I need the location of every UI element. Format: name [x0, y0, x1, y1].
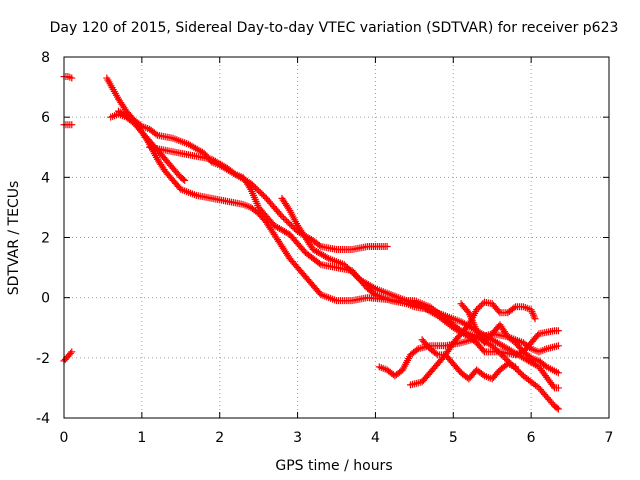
data-point — [261, 193, 269, 201]
data-point — [479, 371, 487, 379]
data-point — [512, 363, 520, 371]
data-point — [181, 176, 189, 184]
data-point — [68, 348, 76, 356]
x-tick-label: 7 — [605, 430, 614, 446]
data-point — [495, 307, 503, 315]
data-point — [278, 212, 286, 220]
data-point — [66, 349, 74, 357]
y-tick-label: 2 — [41, 231, 50, 247]
data-point — [383, 243, 391, 251]
data-point — [347, 267, 355, 275]
data-point — [474, 304, 482, 312]
data-points — [60, 73, 562, 413]
data-point — [323, 254, 331, 262]
data-point — [342, 262, 350, 270]
data-point — [553, 404, 561, 412]
data-point — [315, 259, 323, 267]
data-point — [315, 241, 323, 249]
data-point — [541, 362, 549, 370]
data-point — [179, 175, 187, 183]
data-point — [253, 185, 261, 193]
data-point — [348, 268, 356, 276]
x-tick-label: 6 — [527, 430, 536, 446]
data-point — [286, 220, 294, 228]
data-point — [370, 284, 378, 292]
data-point — [280, 214, 288, 222]
data-point — [476, 303, 484, 311]
x-axis-label: GPS time / hours — [275, 458, 392, 474]
data-point — [526, 353, 534, 361]
data-point — [554, 369, 562, 377]
data-point — [284, 218, 292, 226]
data-point — [473, 306, 481, 314]
data-point — [283, 217, 291, 225]
data-point — [343, 264, 351, 272]
x-tick-label: 4 — [371, 430, 380, 446]
y-tick-label: 4 — [41, 170, 50, 186]
data-point — [353, 273, 361, 281]
data-point — [516, 369, 524, 377]
data-point — [152, 130, 160, 138]
y-tick-label: -2 — [36, 351, 50, 367]
data-point — [230, 169, 238, 177]
data-point — [501, 354, 509, 362]
chart-title: Day 120 of 2015, Sidereal Day-to-day VTE… — [50, 20, 619, 36]
data-point — [554, 405, 562, 413]
data-point — [464, 307, 472, 315]
data-point — [531, 315, 539, 323]
data-point — [246, 184, 254, 192]
x-tick-label: 2 — [215, 430, 224, 446]
data-point — [287, 221, 295, 229]
data-point — [479, 346, 487, 354]
y-tick-label: -4 — [36, 411, 50, 427]
x-tick-label: 5 — [449, 430, 458, 446]
data-point — [350, 270, 358, 278]
data-point — [479, 300, 487, 308]
data-point — [351, 271, 359, 279]
data-point — [255, 187, 263, 195]
x-tick-label: 3 — [293, 430, 302, 446]
data-point — [281, 215, 289, 223]
data-point — [432, 350, 440, 358]
data-point — [554, 342, 562, 350]
y-tick-label: 6 — [41, 110, 50, 126]
data-point — [345, 265, 353, 273]
data-point — [515, 367, 523, 375]
y-axis-label: SDTVAR / TECUs — [6, 181, 22, 296]
plot-frame — [63, 56, 610, 419]
data-point — [477, 301, 485, 309]
data-point — [554, 384, 562, 392]
data-point — [68, 121, 76, 129]
data-point — [488, 342, 496, 350]
data-point — [513, 366, 521, 374]
data-point — [259, 191, 267, 199]
data-point — [256, 188, 264, 196]
data-point — [340, 261, 348, 269]
data-point — [285, 205, 293, 213]
data-point — [413, 346, 421, 354]
data-point — [68, 74, 76, 82]
data-point — [526, 344, 534, 352]
data-point — [258, 190, 266, 198]
y-tick-label: 0 — [41, 291, 50, 307]
x-tick-label: 1 — [137, 430, 146, 446]
x-tick-label: 0 — [60, 430, 69, 446]
tick-labels: 0 1 2 3 4 5 6 7 -4 -2 0 2 4 6 8 — [36, 50, 613, 446]
data-point — [136, 121, 144, 129]
data-point — [510, 304, 518, 312]
y-tick-label: 8 — [41, 50, 50, 66]
data-point — [554, 327, 562, 335]
data-point — [277, 211, 285, 219]
data-point — [533, 383, 541, 391]
